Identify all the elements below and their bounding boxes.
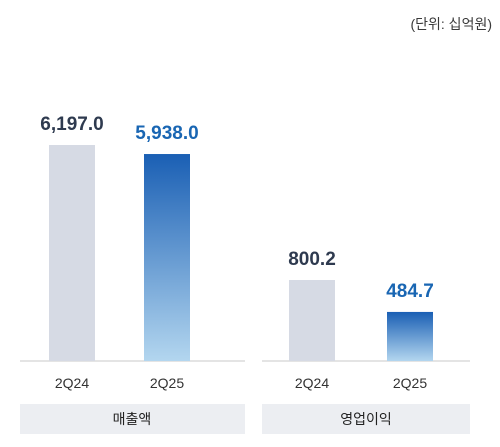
- revenue-tick-2q24: 2Q24: [55, 375, 89, 391]
- revenue-chart: 6,197.0 5,938.0 2Q24 2Q25 매출액: [20, 114, 245, 434]
- op-profit-value-2q25: 484.7: [386, 281, 434, 302]
- revenue-tick-2q25: 2Q25: [150, 375, 184, 391]
- revenue-bar-2q25: [144, 154, 190, 361]
- revenue-label-panel: [20, 404, 245, 434]
- op-profit-bar-2q24: [289, 280, 335, 361]
- op-profit-value-2q24: 800.2: [288, 249, 336, 270]
- op-profit-bar-2q25: [387, 311, 433, 361]
- unit-label: (단위: 십억원): [410, 16, 492, 32]
- op-profit-group-label: 영업이익: [340, 411, 392, 427]
- revenue-bar-2q24: [49, 145, 95, 361]
- op-profit-tick-2q24: 2Q24: [295, 375, 329, 391]
- op-profit-tick-2q25: 2Q25: [393, 375, 427, 391]
- revenue-value-2q24: 6,197.0: [40, 114, 103, 135]
- revenue-group-label: 매출액: [113, 411, 152, 427]
- op-profit-label-panel: [262, 404, 470, 434]
- operating-profit-chart: 800.2 484.7 2Q24 2Q25 영업이익: [262, 249, 470, 434]
- revenue-value-2q25: 5,938.0: [135, 123, 198, 144]
